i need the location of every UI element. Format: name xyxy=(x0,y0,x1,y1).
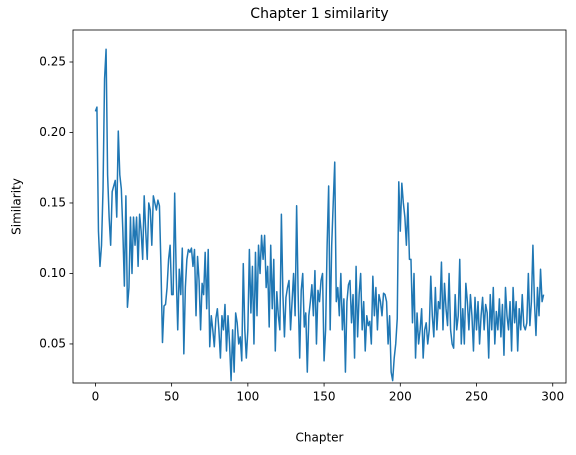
x-tick-label: 300 xyxy=(541,390,564,404)
x-tick-label: 150 xyxy=(313,390,336,404)
x-tick-label: 0 xyxy=(92,390,100,404)
y-tick-label: 0.05 xyxy=(39,336,66,350)
x-tick-label: 100 xyxy=(236,390,259,404)
x-axis-label: Chapter xyxy=(296,431,344,445)
y-tick-label: 0.20 xyxy=(39,125,66,139)
chart-title: Chapter 1 similarity xyxy=(250,6,388,22)
y-tick-label: 0.15 xyxy=(39,195,66,209)
x-tick-label: 250 xyxy=(465,390,488,404)
x-tick-label: 50 xyxy=(164,390,179,404)
x-tick-label: 200 xyxy=(389,390,412,404)
y-tick-label: 0.25 xyxy=(39,55,66,69)
line xyxy=(94,48,545,382)
y-tick-label: 0.10 xyxy=(39,266,66,280)
plot-frame xyxy=(72,29,567,384)
y-axis-label: Similarity xyxy=(10,178,24,235)
